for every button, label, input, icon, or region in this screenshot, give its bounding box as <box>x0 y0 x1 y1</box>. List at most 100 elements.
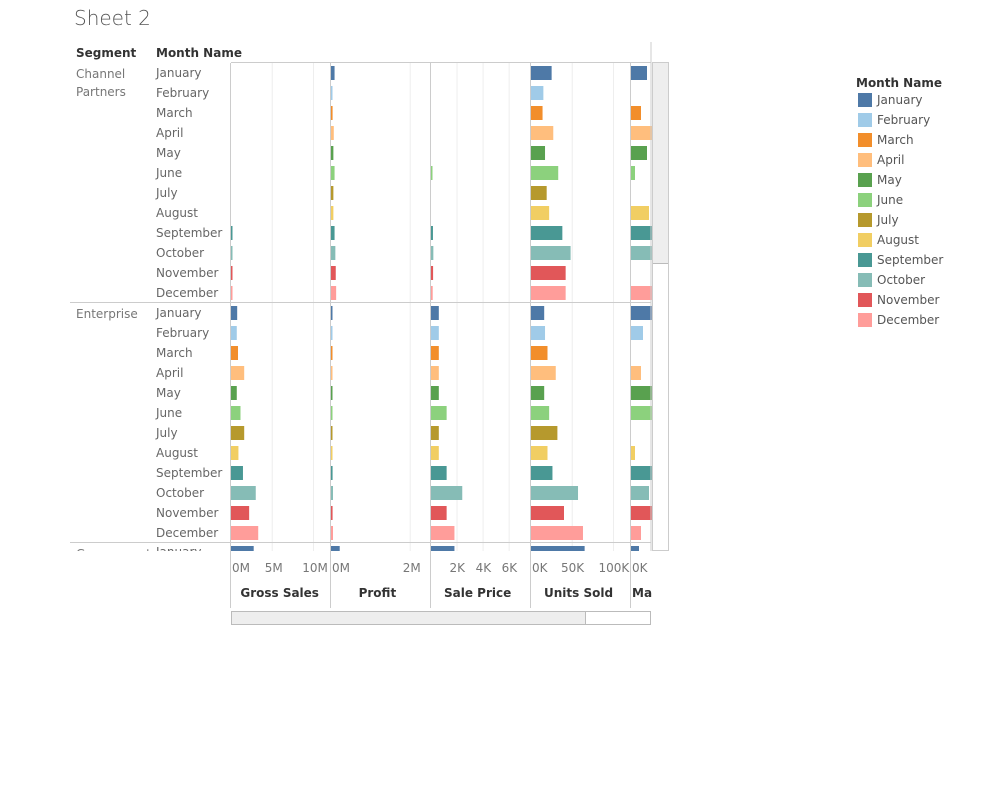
bar <box>531 106 543 120</box>
bar <box>631 226 653 240</box>
bar <box>431 346 439 360</box>
legend-swatch <box>858 113 872 127</box>
bar <box>431 406 447 420</box>
bar <box>631 526 641 540</box>
month-label: April <box>156 366 184 380</box>
month-label: May <box>156 386 181 400</box>
month-label: May <box>156 146 181 160</box>
month-label: October <box>156 246 205 260</box>
bar <box>631 66 647 80</box>
bar <box>531 126 554 140</box>
bar <box>631 126 653 140</box>
month-label: March <box>156 106 193 120</box>
bar <box>531 546 585 551</box>
bar <box>331 426 333 440</box>
bar <box>231 406 241 420</box>
month-name-header[interactable]: Month Name <box>156 46 242 60</box>
axis-title[interactable]: Ma <box>632 586 653 600</box>
bar <box>631 466 653 480</box>
bar <box>431 426 439 440</box>
bar <box>331 86 333 100</box>
axis-title[interactable]: Sale Price <box>444 586 512 600</box>
bar <box>331 546 340 551</box>
bar <box>231 366 245 380</box>
bar <box>331 526 333 540</box>
bar <box>331 486 333 500</box>
bar <box>631 206 649 220</box>
axis-tick-label: 50K <box>561 561 585 575</box>
axis-tick-label: 0M <box>232 561 250 575</box>
bar <box>431 306 439 320</box>
bar <box>531 166 559 180</box>
bar <box>531 206 550 220</box>
bar <box>631 166 635 180</box>
month-label: January <box>156 306 202 320</box>
bar <box>631 486 649 500</box>
bar <box>431 466 447 480</box>
legend-swatch <box>858 253 872 267</box>
segment-label: Enterprise <box>76 307 138 321</box>
month-label: September <box>156 226 223 240</box>
bar <box>631 546 639 551</box>
bar <box>231 486 256 500</box>
bar <box>331 246 336 260</box>
axis-tick-label: 100K <box>598 561 630 575</box>
bar <box>431 506 447 520</box>
bar <box>231 426 245 440</box>
bar <box>431 386 439 400</box>
legend-swatch <box>858 193 872 207</box>
month-label: June <box>156 406 183 420</box>
vertical-scrollbar[interactable] <box>652 62 669 551</box>
bar <box>331 166 335 180</box>
legend-label: August <box>877 233 919 247</box>
axis-tick-label: 5M <box>264 561 283 575</box>
legend-label: September <box>877 253 944 267</box>
bar <box>631 146 647 160</box>
bar <box>331 66 335 80</box>
month-label: October <box>156 486 205 500</box>
month-label: January <box>156 66 202 80</box>
bar <box>531 386 545 400</box>
axis-title[interactable]: Profit <box>358 586 397 600</box>
bar <box>431 326 439 340</box>
legend-label: June <box>877 193 904 207</box>
bar <box>531 186 547 200</box>
month-label: August <box>156 446 198 460</box>
bar <box>331 186 334 200</box>
segment-header[interactable]: Segment <box>76 46 137 60</box>
legend-label: January <box>877 93 923 107</box>
bar <box>531 466 553 480</box>
bar <box>231 546 254 551</box>
axis-tick-label: 6K <box>501 561 518 575</box>
bar <box>531 346 548 360</box>
legend-swatch <box>858 173 872 187</box>
bar <box>331 106 333 120</box>
bar <box>431 546 455 551</box>
bar <box>231 466 243 480</box>
axis-title[interactable]: Gross Sales <box>240 586 319 600</box>
bar <box>531 426 558 440</box>
bar <box>231 326 237 340</box>
bar <box>531 526 583 540</box>
segment-label: Government <box>76 545 151 551</box>
axis-tick-label: 2M <box>402 561 421 575</box>
legend-title: Month Name <box>856 76 942 90</box>
bar <box>431 286 433 300</box>
clipped-row-labels: Government January <box>70 543 230 551</box>
legend-swatch <box>858 273 872 287</box>
axis-title[interactable]: Units Sold <box>544 586 614 600</box>
vertical-scrollbar-thumb[interactable] <box>653 63 668 264</box>
bar <box>531 446 548 460</box>
legend-swatch <box>858 133 872 147</box>
bar <box>531 86 544 100</box>
month-label: June <box>156 166 183 180</box>
horizontal-scrollbar[interactable] <box>231 611 651 625</box>
sheet-title: Sheet 2 <box>74 6 151 30</box>
bar <box>331 446 333 460</box>
bar <box>431 246 434 260</box>
bar <box>231 386 237 400</box>
bar <box>331 506 333 520</box>
horizontal-scrollbar-thumb[interactable] <box>232 612 586 624</box>
axis-tick-label: 2K <box>449 561 466 575</box>
